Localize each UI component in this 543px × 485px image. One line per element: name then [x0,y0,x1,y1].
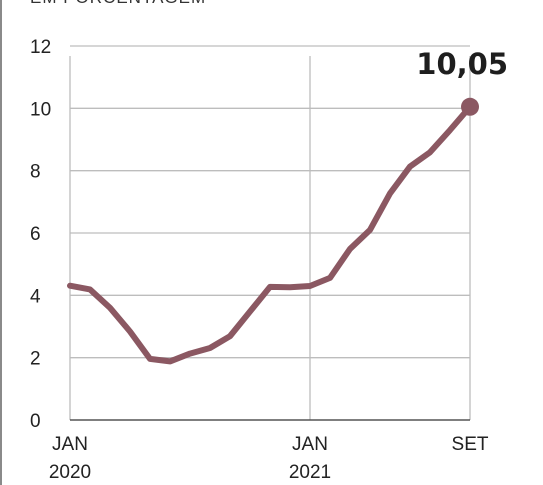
endpoint-value-label: 10,05 [416,47,508,81]
x-tick-label-year: 2021 [289,462,331,483]
unit-label: EM PORCENTAGEM [30,0,206,8]
left-border-rule [0,0,2,485]
x-tick-label-year: 2020 [49,462,91,483]
y-tick-label: 2 [30,349,41,370]
y-tick-label: 0 [30,411,41,432]
x-tick-label: SET [452,434,489,455]
y-tick-label: 10 [30,99,51,120]
y-tick-label: 8 [30,162,41,183]
y-tick-label: 6 [30,224,41,245]
series-line [67,103,473,365]
y-tick-label: 12 [30,37,51,58]
x-tick-label: JAN [52,434,88,455]
y-tick-label: 4 [30,286,41,307]
endpoint-marker [461,97,479,116]
x-tick-label: JAN [292,434,328,455]
